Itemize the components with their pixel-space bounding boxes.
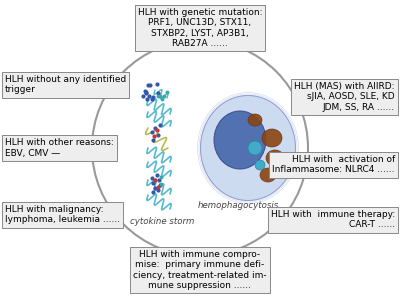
Ellipse shape	[260, 168, 276, 182]
Text: HLH (MAS) with AIIRD:
sJIA, AOSD, SLE, KD
JDM, SS, RA ......: HLH (MAS) with AIIRD: sJIA, AOSD, SLE, K…	[294, 82, 395, 112]
Text: HLH with immune compro-
mise:  primary immune defi-
ciency, treatment-related im: HLH with immune compro- mise: primary im…	[133, 250, 267, 290]
Text: HLH with  activation of
Inflammasome: NLRC4 ......: HLH with activation of Inflammasome: NLR…	[272, 155, 395, 174]
Text: HLH with genetic mutation:
PRF1, UNC13D, STX11,
STXBP2, LYST, AP3B1,
RAB27A ....: HLH with genetic mutation: PRF1, UNC13D,…	[138, 8, 262, 48]
Text: HLH with genetic mutation:: HLH with genetic mutation:	[138, 8, 262, 17]
Circle shape	[248, 141, 262, 155]
Text: cytokine storm: cytokine storm	[130, 217, 194, 227]
Text: hemophagocytosis: hemophagocytosis	[197, 201, 279, 210]
Text: HLH without any identified
trigger: HLH without any identified trigger	[5, 75, 126, 94]
Ellipse shape	[248, 114, 262, 126]
Ellipse shape	[200, 95, 296, 201]
Ellipse shape	[214, 111, 266, 169]
Ellipse shape	[266, 150, 284, 166]
Text: HLH with other reasons:
EBV, CMV —: HLH with other reasons: EBV, CMV —	[5, 138, 114, 158]
Text: HLH with  immune therapy:
CAR-T ......: HLH with immune therapy: CAR-T ......	[271, 210, 395, 229]
Circle shape	[255, 160, 265, 170]
Circle shape	[92, 40, 308, 256]
Text: HLH with malignancy:
lymphoma, leukemia ......: HLH with malignancy: lymphoma, leukemia …	[5, 205, 120, 225]
Ellipse shape	[262, 129, 282, 147]
